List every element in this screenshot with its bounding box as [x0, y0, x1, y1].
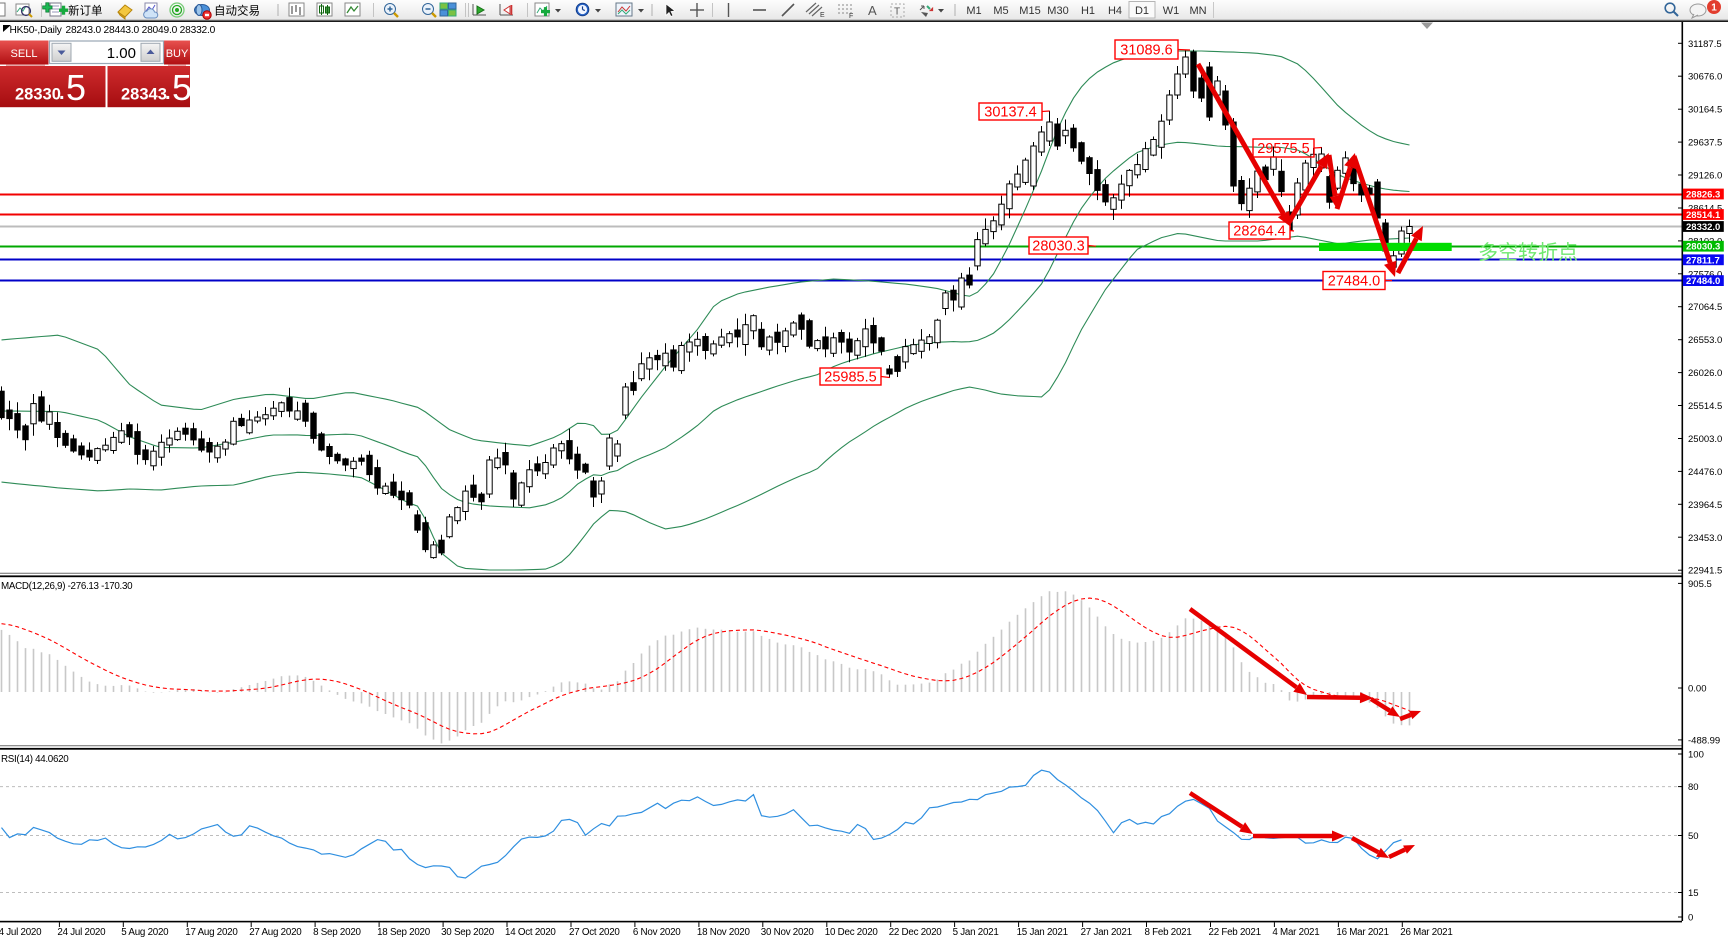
svg-text:15 Jan 2021: 15 Jan 2021 — [1017, 927, 1068, 938]
svg-text:18 Nov 2020: 18 Nov 2020 — [697, 927, 751, 938]
svg-text:F: F — [849, 13, 853, 20]
svg-text:26553.0: 26553.0 — [1688, 335, 1722, 346]
svg-text:25003.0: 25003.0 — [1688, 434, 1722, 445]
svg-text:30676.0: 30676.0 — [1688, 72, 1722, 83]
svg-text:24476.0: 24476.0 — [1688, 467, 1722, 478]
svg-text:27064.5: 27064.5 — [1688, 302, 1722, 313]
svg-text:D1: D1 — [1135, 5, 1149, 17]
svg-text:17 Aug 2020: 17 Aug 2020 — [185, 927, 238, 938]
svg-text:31089.6: 31089.6 — [1120, 43, 1172, 59]
svg-text:27576.0: 27576.0 — [1688, 269, 1722, 280]
svg-text:23453.0: 23453.0 — [1688, 533, 1722, 544]
svg-text:27811.7: 27811.7 — [1686, 255, 1720, 266]
svg-text:W1: W1 — [1163, 5, 1180, 17]
svg-text:14 Oct 2020: 14 Oct 2020 — [505, 927, 556, 938]
svg-text:28332.0: 28332.0 — [1686, 222, 1720, 233]
svg-text:29575.5: 29575.5 — [1257, 141, 1309, 157]
svg-text:E: E — [820, 12, 825, 19]
svg-text:14 Jul 2020: 14 Jul 2020 — [0, 927, 42, 938]
svg-text:30137.4: 30137.4 — [984, 105, 1036, 121]
svg-text:RSI(14) 44.0620: RSI(14) 44.0620 — [1, 754, 69, 765]
svg-text:27 Jan 2021: 27 Jan 2021 — [1081, 927, 1132, 938]
svg-text:.: . — [59, 82, 65, 104]
svg-text:16 Mar 2021: 16 Mar 2021 — [1336, 927, 1388, 938]
svg-text:0: 0 — [1688, 913, 1693, 924]
svg-text:30164.5: 30164.5 — [1688, 105, 1722, 116]
svg-text:0.00: 0.00 — [1688, 684, 1707, 695]
svg-text:80: 80 — [1688, 782, 1699, 793]
svg-text:.: . — [165, 82, 171, 104]
svg-text:29126.0: 29126.0 — [1688, 171, 1722, 182]
svg-text:BUY: BUY — [166, 48, 189, 60]
svg-text:4 Mar 2021: 4 Mar 2021 — [1272, 927, 1319, 938]
svg-text:28614.5: 28614.5 — [1688, 204, 1722, 215]
svg-text:28243.0 28443.0 28049.0 28332.: 28243.0 28443.0 28049.0 28332.0 — [66, 25, 216, 36]
svg-text:1: 1 — [1711, 3, 1717, 14]
svg-text:27 Aug 2020: 27 Aug 2020 — [249, 927, 302, 938]
svg-text:MN: MN — [1189, 5, 1206, 17]
svg-text:自动交易: 自动交易 — [214, 4, 260, 18]
svg-text:新订单: 新订单 — [68, 4, 103, 18]
svg-text:100: 100 — [1688, 750, 1704, 761]
svg-text:5: 5 — [172, 67, 192, 108]
svg-text:23964.5: 23964.5 — [1688, 500, 1722, 511]
svg-text:22 Feb 2021: 22 Feb 2021 — [1209, 927, 1261, 938]
svg-text:10 Dec 2020: 10 Dec 2020 — [825, 927, 879, 938]
svg-text:25514.5: 25514.5 — [1688, 401, 1722, 412]
svg-text:28030.3: 28030.3 — [1032, 239, 1084, 255]
svg-text:28030.3: 28030.3 — [1686, 242, 1720, 253]
svg-text:HK50-,Daily: HK50-,Daily — [10, 25, 63, 36]
svg-text:M15: M15 — [1019, 5, 1040, 17]
svg-text:28514.1: 28514.1 — [1686, 210, 1721, 221]
svg-text:31187.5: 31187.5 — [1688, 39, 1722, 50]
svg-text:28343: 28343 — [121, 86, 167, 104]
svg-text:27 Oct 2020: 27 Oct 2020 — [569, 927, 620, 938]
svg-text:22 Dec 2020: 22 Dec 2020 — [889, 927, 943, 938]
svg-text:M30: M30 — [1047, 5, 1068, 17]
svg-text:18 Sep 2020: 18 Sep 2020 — [377, 927, 431, 938]
svg-text:30 Sep 2020: 30 Sep 2020 — [441, 927, 495, 938]
svg-text:50: 50 — [1688, 831, 1699, 842]
svg-text:MACD(12,26,9) -276.13 -170.30: MACD(12,26,9) -276.13 -170.30 — [1, 581, 133, 592]
svg-text:26026.0: 26026.0 — [1688, 368, 1722, 379]
svg-text:29637.5: 29637.5 — [1688, 138, 1722, 149]
svg-text:8 Sep 2020: 8 Sep 2020 — [313, 927, 361, 938]
svg-text:27484.0: 27484.0 — [1686, 276, 1720, 287]
svg-text:905.5: 905.5 — [1688, 579, 1712, 590]
svg-text:H1: H1 — [1081, 5, 1095, 17]
svg-text:-488.99: -488.99 — [1688, 735, 1720, 746]
svg-text:26 Mar 2021: 26 Mar 2021 — [1400, 927, 1452, 938]
svg-text:30 Nov 2020: 30 Nov 2020 — [761, 927, 815, 938]
svg-text:15: 15 — [1688, 888, 1699, 899]
svg-text:多空转折点: 多空转折点 — [1478, 241, 1578, 264]
svg-text:5 Jan 2021: 5 Jan 2021 — [953, 927, 999, 938]
svg-text:5 Aug 2020: 5 Aug 2020 — [121, 927, 169, 938]
svg-text:T: T — [894, 7, 900, 18]
svg-text:1.00: 1.00 — [107, 45, 136, 62]
svg-text:24 Jul 2020: 24 Jul 2020 — [57, 927, 106, 938]
svg-text:6 Nov 2020: 6 Nov 2020 — [633, 927, 681, 938]
svg-text:H4: H4 — [1108, 5, 1122, 17]
svg-text:28264.4: 28264.4 — [1233, 224, 1285, 240]
svg-text:SELL: SELL — [11, 48, 38, 60]
svg-text:M1: M1 — [966, 5, 981, 17]
svg-text:22941.5: 22941.5 — [1688, 566, 1722, 577]
svg-text:27484.0: 27484.0 — [1328, 274, 1380, 290]
svg-text:28330: 28330 — [15, 86, 61, 104]
svg-text:5: 5 — [66, 67, 86, 108]
svg-text:25985.5: 25985.5 — [824, 370, 876, 386]
svg-text:A: A — [868, 3, 877, 18]
svg-text:8 Feb 2021: 8 Feb 2021 — [1145, 927, 1192, 938]
svg-text:28826.3: 28826.3 — [1686, 190, 1720, 201]
svg-text:M5: M5 — [993, 5, 1008, 17]
